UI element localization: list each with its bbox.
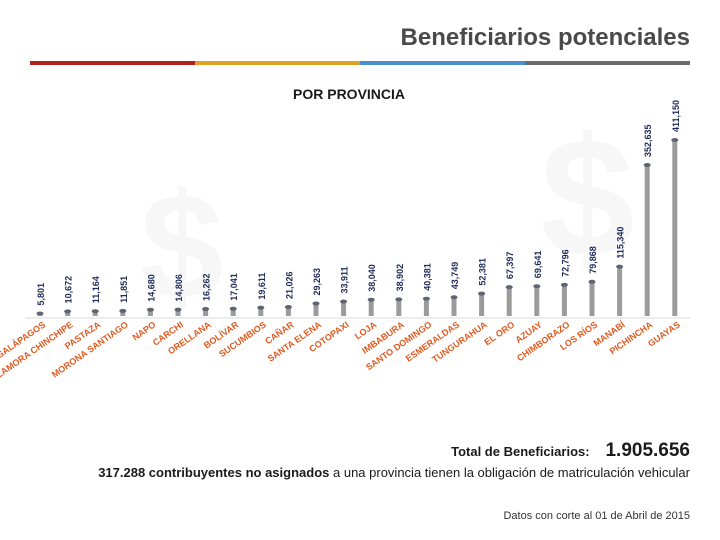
- bar-cap: [340, 299, 348, 304]
- bar-cap: [91, 309, 99, 314]
- bar: [672, 140, 678, 316]
- page-title: Beneficiarios potenciales: [400, 24, 690, 51]
- bar: [589, 281, 595, 316]
- bar-cap: [64, 309, 72, 314]
- bar-cap: [422, 296, 430, 301]
- value-label: 52,381: [478, 258, 488, 286]
- title-accent-bar: [30, 61, 690, 65]
- value-label: 14,806: [174, 274, 184, 302]
- bar-cap: [284, 304, 292, 309]
- bar: [534, 286, 540, 316]
- value-label: 11,851: [119, 276, 129, 303]
- bar: [258, 307, 264, 316]
- bar: [368, 299, 374, 316]
- bar: [230, 308, 236, 316]
- bar-cap: [36, 311, 44, 316]
- value-label: 38,040: [367, 264, 377, 292]
- value-label: 17,041: [229, 273, 239, 301]
- value-label: 33,911: [340, 266, 350, 293]
- accent-segment: [525, 61, 690, 65]
- bar-cap: [616, 264, 624, 269]
- value-label: 16,262: [202, 274, 212, 302]
- category-label: EL ORO: [482, 319, 516, 347]
- bar-cap: [560, 282, 568, 287]
- bar: [92, 311, 98, 316]
- value-label: 29,263: [312, 268, 322, 296]
- accent-segment: [30, 61, 195, 65]
- accent-segment: [360, 61, 525, 65]
- value-label: 19,611: [257, 273, 267, 300]
- bar-cap: [450, 295, 458, 300]
- bar: [175, 309, 181, 316]
- value-label: 21,026: [284, 271, 294, 299]
- bar: [617, 266, 623, 316]
- bar: [120, 310, 126, 316]
- bar-cap: [395, 297, 403, 302]
- value-label: 11,164: [91, 276, 101, 303]
- value-label: 352,635: [643, 125, 653, 158]
- bar: [313, 303, 319, 316]
- value-label: 79,868: [588, 246, 598, 274]
- value-label: 38,902: [395, 264, 405, 292]
- bar: [644, 165, 650, 316]
- value-label: 69,641: [533, 251, 543, 279]
- note-text: a una provincia tienen la obligación de …: [329, 465, 690, 480]
- data-source: Datos con corte al 01 de Abril de 2015: [503, 510, 690, 522]
- bar-cap: [643, 163, 651, 168]
- bar: [203, 309, 209, 316]
- bar: [285, 306, 291, 316]
- value-label: 411,150: [671, 100, 681, 132]
- bar-cap: [257, 305, 265, 310]
- bar-cap: [588, 279, 596, 284]
- bar-cap: [478, 291, 486, 296]
- bar-cap: [505, 285, 513, 290]
- bar-cap: [312, 301, 320, 306]
- bar: [65, 311, 71, 316]
- total-value: 1.905.656: [605, 440, 690, 461]
- value-label: 72,796: [560, 249, 570, 277]
- bar: [561, 284, 567, 316]
- total-beneficiaries: Total de Beneficiarios: 1.905.656: [451, 440, 690, 462]
- bar-cap: [202, 307, 210, 312]
- bar: [451, 297, 457, 316]
- watermark-symbol: $: [540, 103, 635, 293]
- value-label: 115,340: [616, 227, 626, 259]
- bar: [396, 299, 402, 316]
- accent-segment: [195, 61, 360, 65]
- value-label: 10,672: [64, 276, 74, 304]
- bar-cap: [119, 308, 127, 313]
- value-label: 67,397: [505, 252, 515, 280]
- value-label: 5,801: [36, 283, 46, 306]
- bar-cap: [174, 307, 182, 312]
- bar-cap: [367, 297, 375, 302]
- note-highlight: 317.288 contribuyentes no asignados: [98, 465, 330, 480]
- value-label: 14,680: [146, 274, 156, 302]
- watermark-symbol: $: [140, 162, 224, 330]
- bar: [479, 293, 485, 316]
- chart-subtitle: POR PROVINCIA: [293, 86, 406, 102]
- value-label: 43,749: [450, 262, 460, 290]
- bar-cap: [146, 307, 154, 312]
- bar-cap: [533, 284, 541, 289]
- value-label: 40,381: [422, 263, 432, 291]
- unassigned-note: 317.288 contribuyentes no asignados a un…: [90, 464, 690, 482]
- bar: [147, 309, 153, 316]
- bar-cap: [229, 306, 237, 311]
- total-label: Total de Beneficiarios:: [451, 444, 590, 459]
- bar-cap: [671, 138, 679, 142]
- bar: [341, 301, 347, 316]
- bar: [423, 298, 429, 316]
- bar: [506, 287, 512, 316]
